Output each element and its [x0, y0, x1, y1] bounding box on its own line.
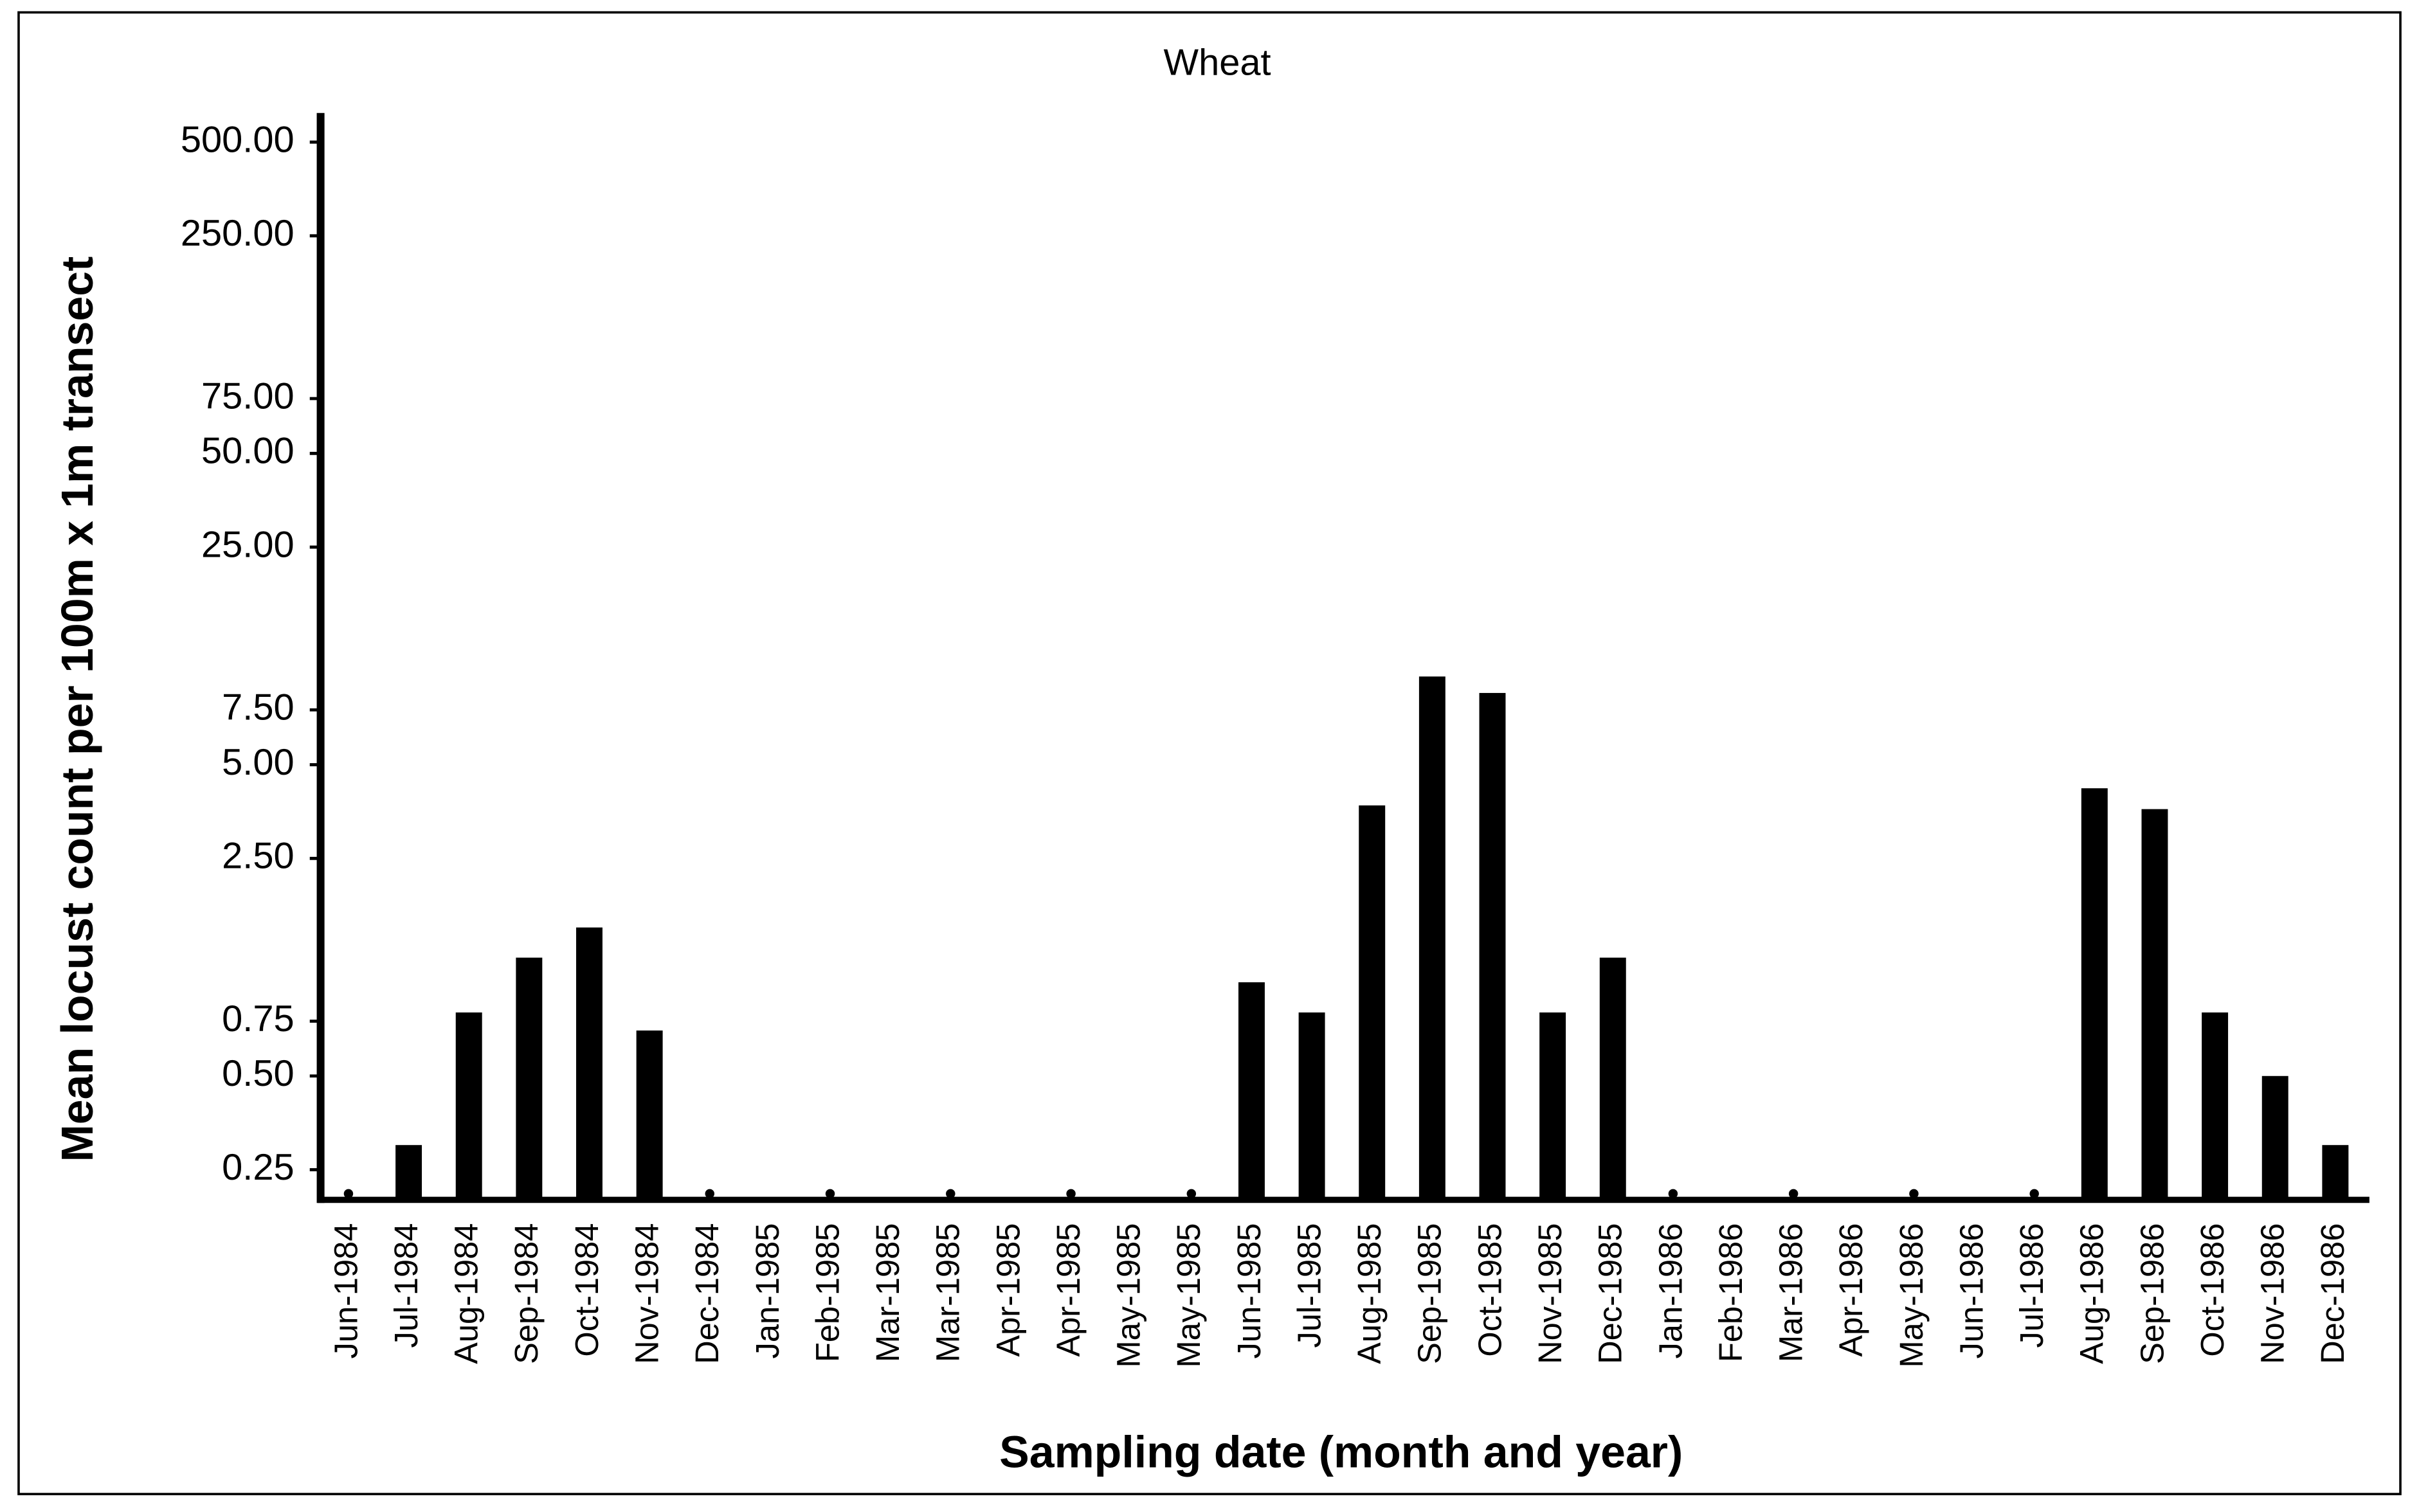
y-tick-label: 500.00 — [181, 119, 294, 160]
x-tick-label: Jul-1984 — [388, 1223, 424, 1348]
y-tick-label: 7.50 — [222, 687, 294, 728]
zero-marker — [1066, 1189, 1076, 1199]
x-axis-title: Sampling date (month and year) — [999, 1426, 1683, 1477]
bar — [2141, 809, 2168, 1200]
frame — [17, 11, 2402, 1495]
zero-marker — [705, 1189, 714, 1199]
zero-marker — [1909, 1189, 1919, 1199]
bar — [1418, 676, 1445, 1200]
zero-marker — [1668, 1189, 1678, 1199]
bar — [636, 1030, 663, 1200]
bar — [1479, 692, 1506, 1200]
x-tick-label: Jun-1985 — [1231, 1223, 1267, 1359]
y-axis-title: Mean locust count per 100m x 1m transect — [52, 256, 102, 1162]
x-tick-label: Aug-1984 — [448, 1223, 485, 1364]
bar — [2081, 788, 2108, 1200]
x-tick-label: May-1985 — [1110, 1223, 1147, 1368]
bar — [2322, 1145, 2349, 1200]
bar — [455, 1012, 482, 1200]
bar — [1539, 1012, 1566, 1200]
zero-marker — [343, 1189, 354, 1199]
x-tick-label: Oct-1985 — [1471, 1223, 1508, 1357]
x-tick-label: Mar-1985 — [930, 1223, 966, 1362]
y-tick-label: 25.00 — [201, 524, 294, 565]
x-tick-label: Sep-1984 — [508, 1223, 545, 1364]
x-tick-label: Sep-1986 — [2134, 1223, 2170, 1364]
x-tick-label: Mar-1986 — [1773, 1223, 1809, 1362]
bar — [516, 957, 543, 1200]
x-tick-label: May-1985 — [1170, 1223, 1207, 1368]
bar — [1599, 957, 1626, 1200]
x-tick-label: Feb-1986 — [1712, 1223, 1749, 1362]
zero-marker — [825, 1189, 835, 1199]
y-tick-label: 75.00 — [201, 375, 294, 417]
x-tick-label: Jun-1986 — [1953, 1223, 1989, 1359]
x-tick-label: Sep-1985 — [1411, 1223, 1448, 1364]
x-tick-label: Jul-1986 — [2013, 1223, 2050, 1348]
y-tick-label: 5.00 — [222, 742, 294, 783]
x-tick-label: Dec-1985 — [1592, 1223, 1629, 1364]
x-tick-label: Jan-1986 — [1652, 1223, 1689, 1359]
x-tick-label: Nov-1986 — [2254, 1223, 2291, 1364]
y-tick-label: 0.50 — [222, 1053, 294, 1094]
y-tick-label: 0.75 — [222, 998, 294, 1040]
y-tick-label: 50.00 — [201, 431, 294, 472]
x-tick-label: Apr-1986 — [1833, 1223, 1869, 1357]
x-tick-label: Feb-1985 — [809, 1223, 846, 1362]
x-tick-label: Oct-1984 — [568, 1223, 605, 1357]
chart-title: Wheat — [1164, 42, 1271, 83]
x-tick-label: Aug-1985 — [1351, 1223, 1388, 1364]
x-tick-label: Oct-1986 — [2194, 1223, 2231, 1357]
x-tick-label: Apr-1985 — [1050, 1223, 1087, 1357]
bar — [576, 927, 602, 1200]
bar — [1298, 1012, 1325, 1200]
y-tick-label: 2.50 — [222, 836, 294, 877]
bar — [1359, 805, 1386, 1200]
x-tick-label: Jun-1984 — [327, 1223, 364, 1359]
x-tick-label: Mar-1985 — [869, 1223, 906, 1362]
x-tick-label: May-1986 — [1893, 1223, 1930, 1368]
x-tick-label: Nov-1984 — [628, 1223, 665, 1364]
bar — [395, 1145, 422, 1200]
bar — [1238, 982, 1265, 1200]
x-tick-label: Nov-1985 — [1532, 1223, 1568, 1364]
x-tick-label: Aug-1986 — [2074, 1223, 2110, 1364]
x-tick-label: Apr-1985 — [990, 1223, 1026, 1357]
bar — [2202, 1012, 2229, 1200]
x-tick-label: Jan-1985 — [749, 1223, 786, 1359]
zero-marker — [1186, 1189, 1197, 1199]
y-tick-label: 250.00 — [181, 213, 294, 254]
zero-marker — [946, 1189, 956, 1199]
x-tick-label: Dec-1986 — [2314, 1223, 2351, 1364]
zero-marker — [1788, 1189, 1798, 1199]
x-tick-label: Jul-1985 — [1291, 1223, 1327, 1348]
x-tick-label: Dec-1984 — [689, 1223, 725, 1364]
y-tick-label: 0.25 — [222, 1147, 294, 1188]
zero-marker — [2029, 1189, 2039, 1199]
bar — [2261, 1076, 2288, 1200]
